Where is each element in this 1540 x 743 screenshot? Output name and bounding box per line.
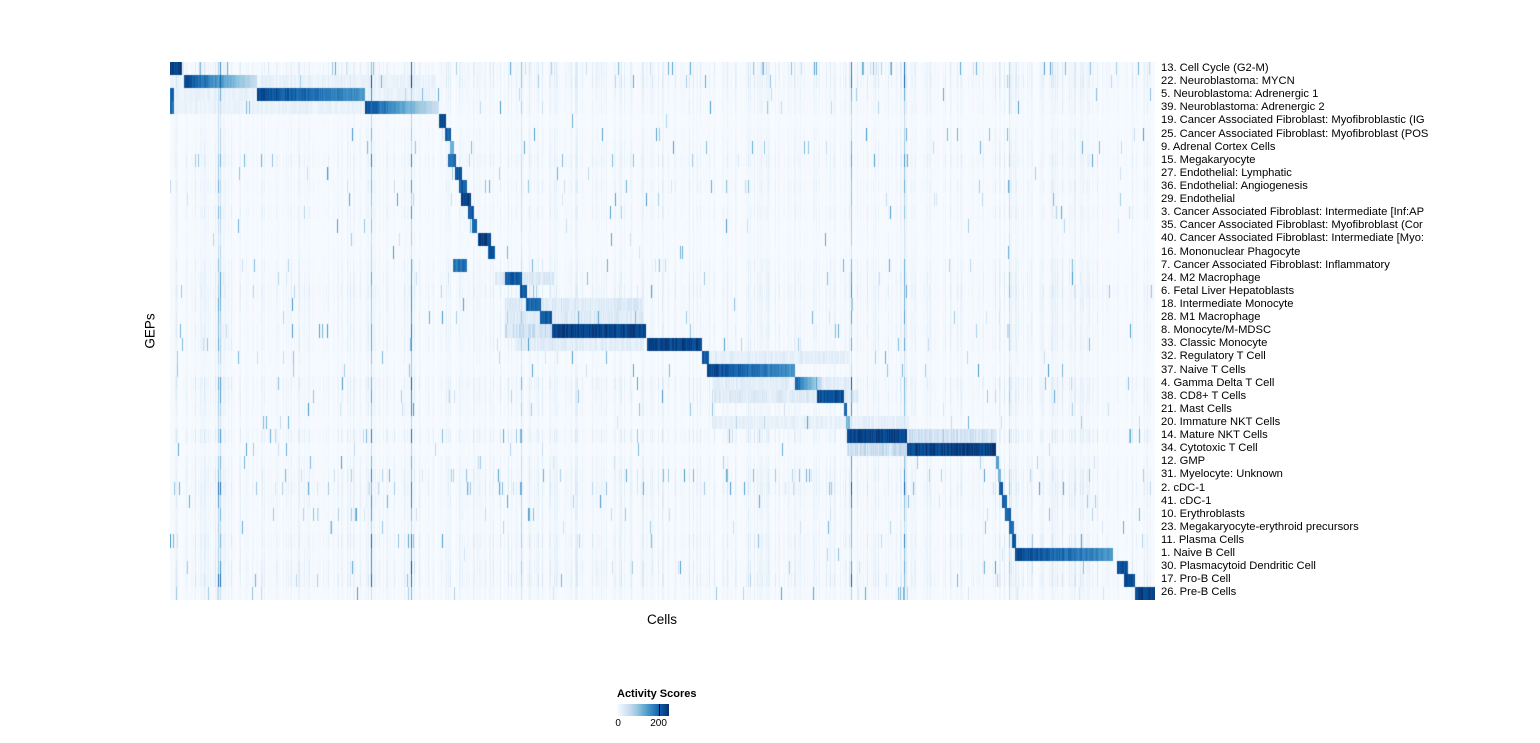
row-label: 12. GMP	[1161, 455, 1206, 468]
legend-tick-200-mark	[658, 704, 660, 716]
row-label: 20. Immature NKT Cells	[1161, 415, 1281, 428]
row-label: 31. Myelocyte: Unknown	[1161, 468, 1283, 481]
legend-tick-labels: 0 200	[615, 718, 669, 731]
row-label: 24. M2 Macrophage	[1161, 271, 1261, 284]
row-labels: 13. Cell Cycle (G2-M) 22. Neuroblastoma: …	[1161, 62, 1540, 600]
row-label: 23. Megakaryocyte-erythroid precursors	[1161, 520, 1359, 533]
heatmap-canvas	[170, 62, 1155, 600]
row-label: 39. Neuroblastoma: Adrenergic 2	[1161, 101, 1325, 114]
row-label: 28. M1 Macrophage	[1161, 311, 1261, 324]
row-label: 38. CD8+ T Cells	[1161, 389, 1247, 402]
row-label: 17. Pro-B Cell	[1161, 573, 1231, 586]
row-label: 25. Cancer Associated Fibroblast: Myofib…	[1161, 127, 1429, 140]
row-label: 4. Gamma Delta T Cell	[1161, 376, 1275, 389]
x-axis-label: Cells	[646, 612, 678, 627]
row-label: 3. Cancer Associated Fibroblast: Interme…	[1161, 206, 1425, 219]
row-label: 5. Neuroblastoma: Adrenergic 1	[1161, 88, 1319, 101]
row-label: 1. Naive B Cell	[1161, 547, 1235, 560]
legend-tick-200: 200	[650, 718, 667, 729]
row-label: 14. Mature NKT Cells	[1161, 429, 1268, 442]
legend-tick-0: 0	[615, 718, 621, 729]
row-label: 40. Cancer Associated Fibroblast: Interm…	[1161, 232, 1425, 245]
row-label: 36. Endothelial: Angiogenesis	[1161, 179, 1308, 192]
legend: Activity Scores 0 200	[615, 688, 737, 731]
row-label: 13. Cell Cycle (G2-M)	[1161, 62, 1269, 74]
row-label: 9. Adrenal Cortex Cells	[1161, 140, 1276, 153]
row-label: 6. Fetal Liver Hepatoblasts	[1161, 284, 1295, 297]
y-axis-label: GEPs	[142, 313, 158, 349]
row-label: 11. Plasma Cells	[1161, 533, 1245, 546]
row-label: 34. Cytotoxic T Cell	[1161, 442, 1258, 455]
row-label: 27. Endothelial: Lymphatic	[1161, 166, 1292, 179]
row-label: 19. Cancer Associated Fibroblast: Myofib…	[1161, 114, 1425, 127]
row-label: 26. Pre-B Cells	[1161, 586, 1237, 599]
row-label: 37. Naive T Cells	[1161, 363, 1246, 376]
row-label: 10. Erythroblasts	[1161, 507, 1245, 520]
row-label: 41. cDC-1	[1161, 494, 1212, 507]
row-label: 22. Neuroblastoma: MYCN	[1161, 75, 1295, 88]
row-label: 32. Regulatory T Cell	[1161, 350, 1266, 363]
row-label: 2. cDC-1	[1161, 481, 1206, 494]
row-label: 7. Cancer Associated Fibroblast: Inflamm…	[1161, 258, 1390, 271]
row-label: 29. Endothelial	[1161, 193, 1236, 206]
row-label: 35. Cancer Associated Fibroblast: Myofib…	[1161, 219, 1423, 232]
row-label: 8. Monocyte/M-MDSC	[1161, 324, 1272, 337]
row-label: 33. Classic Monocyte	[1161, 337, 1268, 350]
legend-title: Activity Scores	[617, 688, 697, 700]
row-label: 30. Plasmacytoid Dendritic Cell	[1161, 560, 1316, 573]
legend-colorbar	[617, 704, 669, 716]
row-label: 16. Mononuclear Phagocyte	[1161, 245, 1301, 258]
row-label: 18. Intermediate Monocyte	[1161, 297, 1294, 310]
row-label: 21. Mast Cells	[1161, 402, 1232, 415]
row-label: 15. Megakaryocyte	[1161, 153, 1256, 166]
